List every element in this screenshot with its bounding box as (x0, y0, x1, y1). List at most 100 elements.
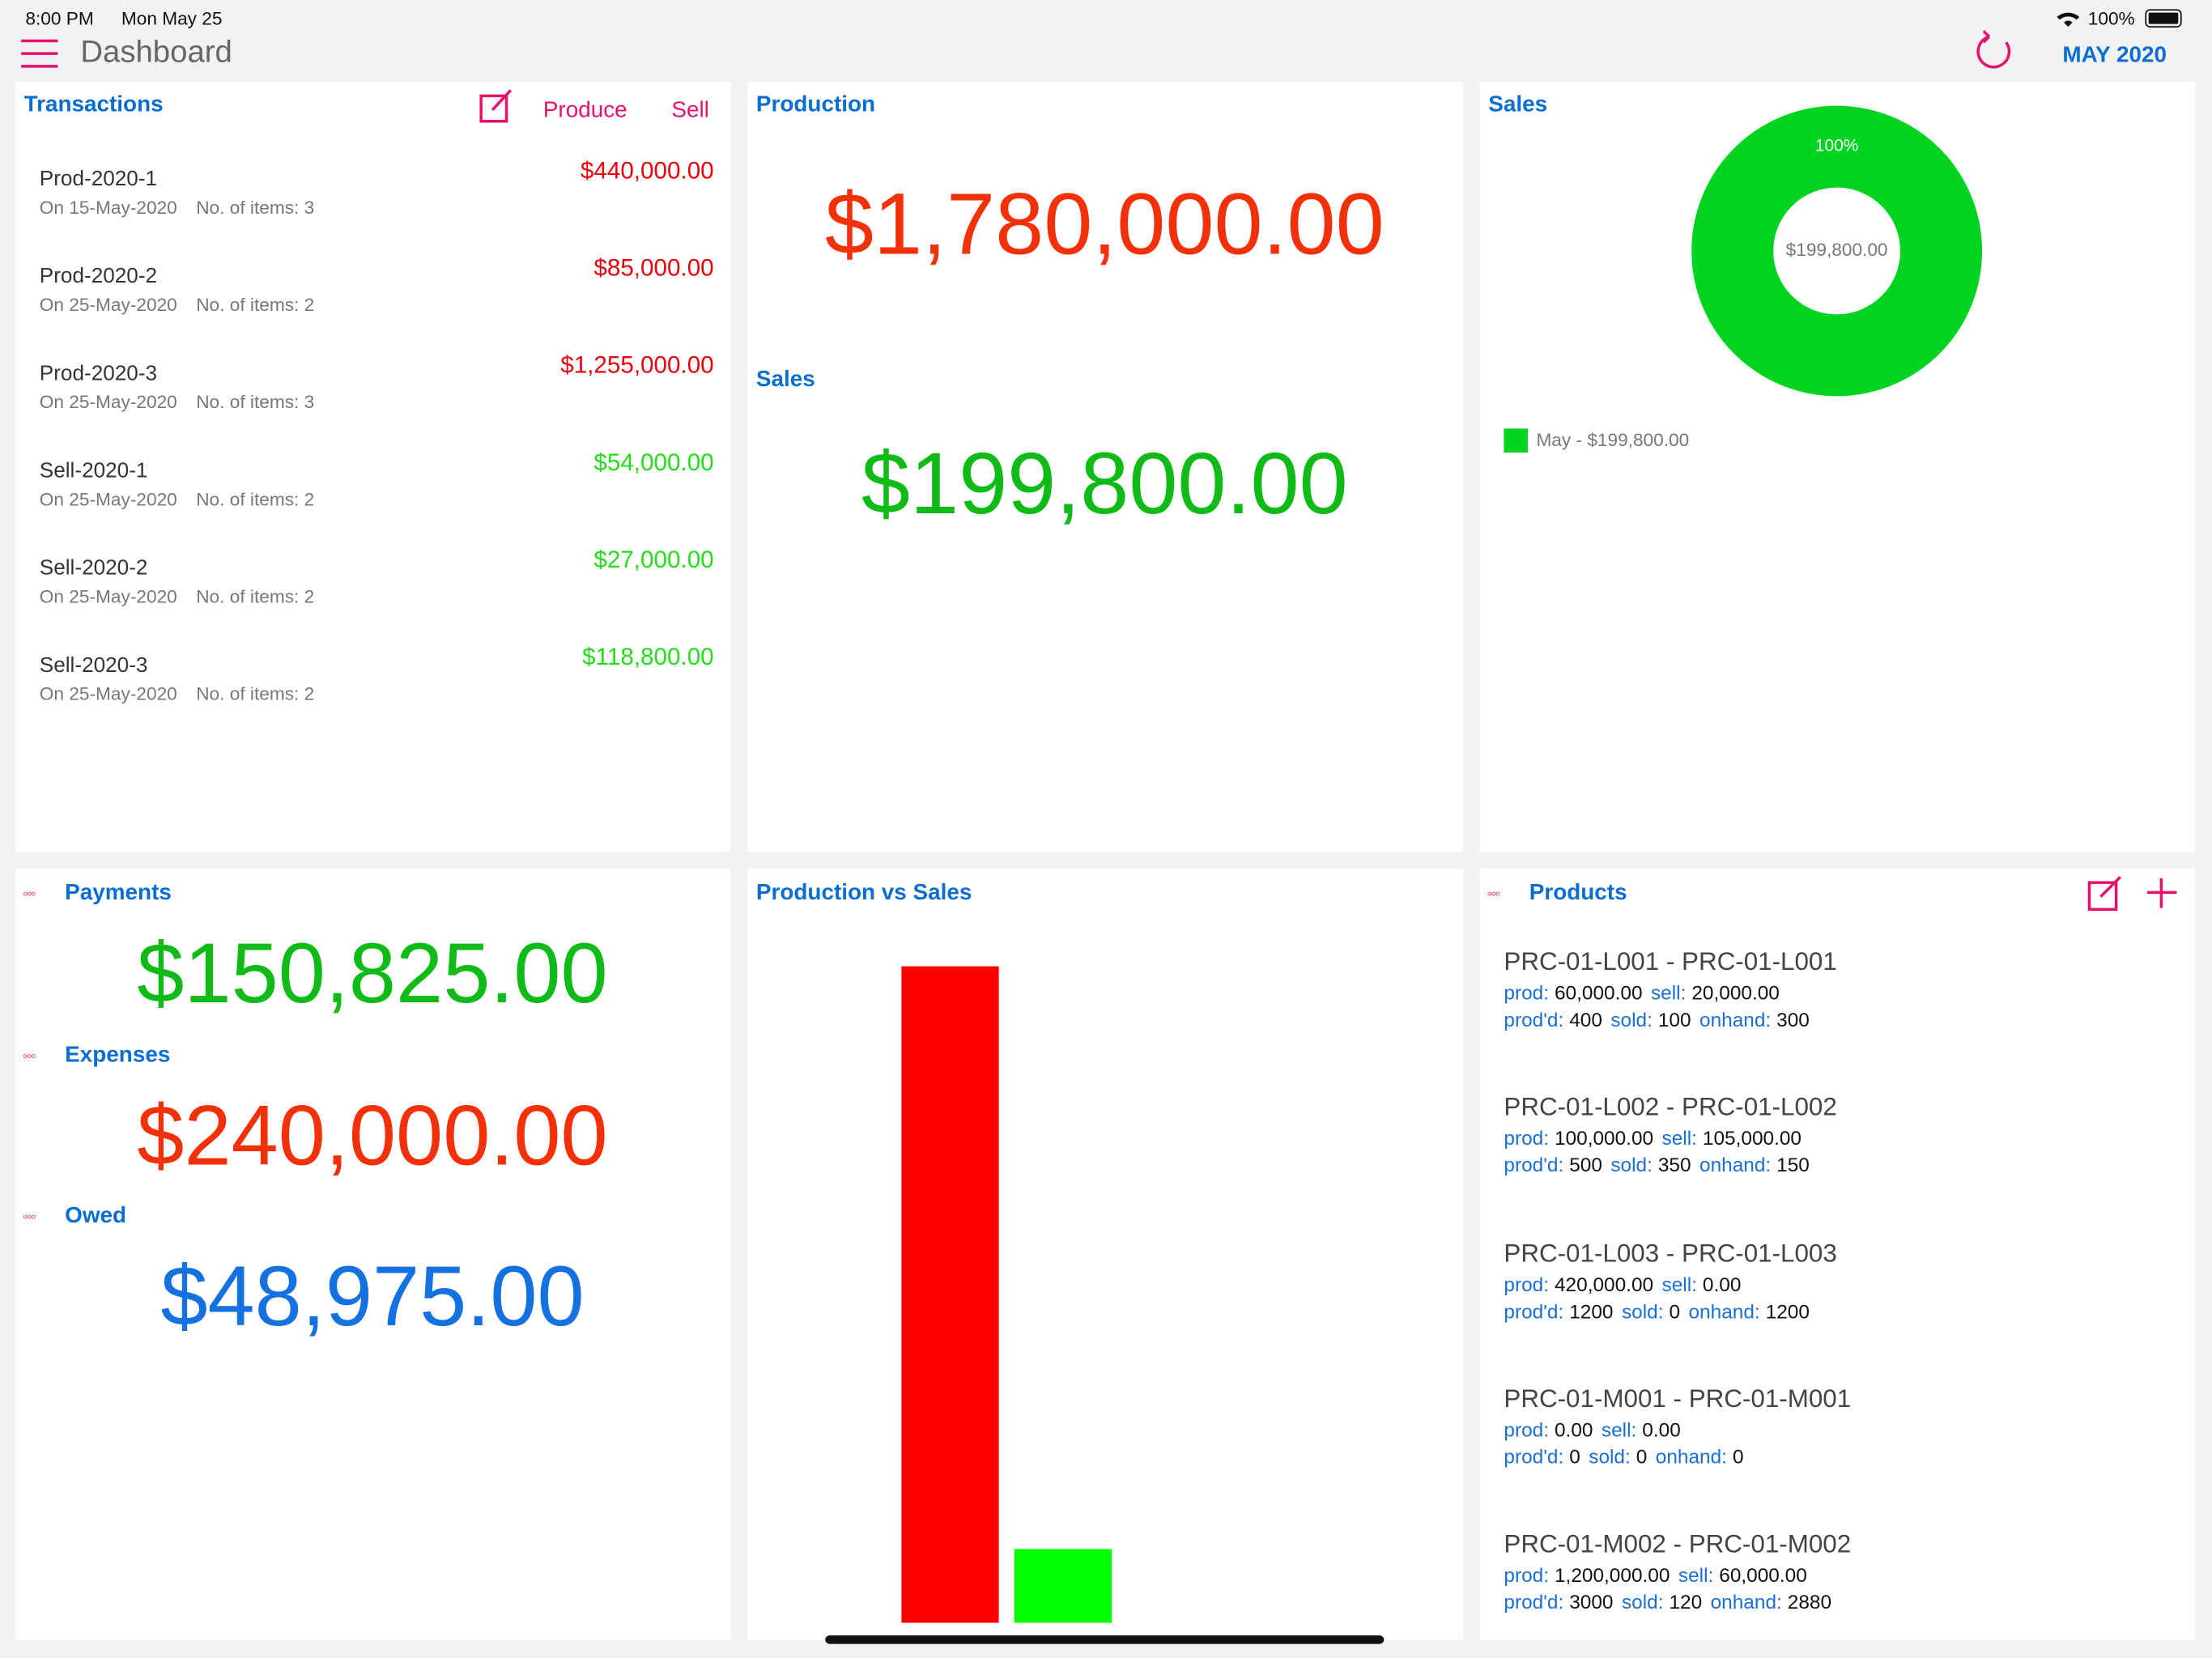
field-value: 300 (1776, 1008, 1810, 1031)
add-button[interactable] (2146, 878, 2177, 908)
battery-percent: 100% (2087, 7, 2135, 29)
period-button[interactable]: MAY 2020 (2062, 43, 2167, 68)
transaction-count: No. of items: 2 (196, 682, 315, 704)
menu-button[interactable] (21, 39, 58, 68)
refresh-button[interactable] (1976, 30, 2011, 69)
transaction-date: On 15-May-2020 (39, 196, 177, 219)
panel-title: Products (1529, 881, 1627, 906)
transaction-amount: $118,800.00 (582, 643, 714, 671)
field-label: prod'd: (1504, 1299, 1564, 1322)
field-label: prod: (1504, 981, 1550, 1004)
field-value: 0.00 (1702, 1272, 1742, 1295)
field-value: 1,200,000.00 (1554, 1563, 1670, 1587)
field-label: prod: (1504, 1563, 1550, 1587)
amount: $48,975.00 (160, 1248, 585, 1344)
products-panel (1479, 868, 2196, 1640)
totals-panel (747, 82, 1463, 852)
field-value: 2880 (1787, 1590, 1832, 1613)
section-title: Payments (65, 881, 172, 906)
field-value: 400 (1569, 1008, 1602, 1031)
transaction-name: Prod-2020-3 (39, 361, 158, 386)
more-button[interactable]: ◦◦◦ (22, 886, 36, 903)
field-label: prod: (1504, 1272, 1550, 1295)
transaction-date: On 25-May-2020 (39, 585, 177, 607)
field-label: onhand: (1699, 1008, 1772, 1031)
field-label: sell: (1661, 1272, 1697, 1295)
field-value: 0.00 (1642, 1418, 1681, 1441)
field-label: prod: (1504, 1126, 1550, 1150)
produce-button[interactable]: Produce (542, 98, 627, 123)
field-label: onhand: (1655, 1444, 1727, 1468)
payments-panel (15, 868, 731, 1640)
more-button[interactable]: ◦◦◦ (22, 1047, 36, 1065)
sales-total: $199,800.00 (861, 436, 1348, 534)
transaction-count: No. of items: 2 (196, 585, 315, 607)
product-line: prod'd: 1200 sold: 0 onhand: 1200 (1504, 1301, 1810, 1320)
product-line: prod'd: 3000 sold: 120 onhand: 2880 (1504, 1592, 1831, 1611)
product-line: prod: 100,000.00 sell: 105,000.00 (1504, 1129, 1802, 1148)
amount: $240,000.00 (137, 1087, 608, 1183)
product-line: prod: 60,000.00 sell: 20,000.00 (1504, 983, 1780, 1002)
section-title: Owed (65, 1204, 127, 1228)
product-name[interactable]: PRC-01-L003 - PRC-01-L003 (1504, 1239, 1837, 1267)
more-button[interactable]: ◦◦◦ (22, 1209, 36, 1226)
bar-chart-panel (747, 868, 1463, 1640)
panel-title: Sales (755, 368, 815, 393)
product-name[interactable]: PRC-01-L001 - PRC-01-L001 (1504, 947, 1837, 976)
field-label: sold: (1610, 1154, 1653, 1176)
field-label: onhand: (1699, 1154, 1772, 1176)
product-name[interactable]: PRC-01-M001 - PRC-01-M001 (1504, 1384, 1852, 1413)
more-button[interactable]: ◦◦◦ (1487, 886, 1500, 903)
field-value: 0 (1669, 1299, 1681, 1322)
field-value: 1200 (1569, 1299, 1614, 1322)
amount: $150,825.00 (137, 926, 608, 1021)
transaction-date: On 25-May-2020 (39, 294, 177, 316)
status-date: Mon May 25 (121, 7, 223, 29)
edit-button[interactable] (479, 89, 513, 123)
transactions-panel (15, 82, 731, 852)
field-label: onhand: (1688, 1299, 1760, 1322)
bar (901, 966, 999, 1623)
field-value: 0 (1569, 1444, 1580, 1468)
pie-slice (1691, 105, 1983, 397)
field-value: 0 (1732, 1444, 1744, 1468)
field-label: sold: (1621, 1299, 1664, 1322)
transaction-count: No. of items: 2 (196, 488, 315, 510)
field-label: prod: (1504, 1418, 1550, 1441)
transaction-name: Sell-2020-1 (39, 458, 148, 483)
product-line: prod'd: 0 sold: 0 onhand: 0 (1504, 1447, 1743, 1466)
transaction-count: No. of items: 3 (196, 391, 315, 413)
home-indicator (825, 1635, 1385, 1644)
sell-button[interactable]: Sell (671, 98, 709, 123)
field-label: sell: (1678, 1563, 1714, 1587)
field-value: 0 (1636, 1444, 1648, 1468)
transaction-date: On 25-May-2020 (39, 391, 177, 413)
section-title: Expenses (65, 1042, 171, 1067)
transaction-amount: $85,000.00 (593, 254, 714, 282)
transaction-date: On 25-May-2020 (39, 488, 177, 510)
product-line: prod: 420,000.00 sell: 0.00 (1504, 1274, 1741, 1294)
panel-title: Transactions (23, 92, 164, 117)
transaction-count: No. of items: 3 (196, 196, 315, 219)
panel-title: Production (755, 92, 876, 117)
field-label: prod'd: (1504, 1590, 1564, 1613)
product-line: prod: 1,200,000.00 sell: 60,000.00 (1504, 1565, 1806, 1584)
field-value: 500 (1569, 1154, 1602, 1176)
product-name[interactable]: PRC-01-L002 - PRC-01-L002 (1504, 1093, 1837, 1122)
transaction-name: Sell-2020-3 (39, 653, 148, 678)
transaction-count: No. of items: 2 (196, 294, 315, 316)
field-value: 1200 (1765, 1299, 1810, 1322)
field-value: 100,000.00 (1554, 1126, 1654, 1150)
field-value: 60,000.00 (1554, 981, 1643, 1004)
field-label: sold: (1589, 1444, 1631, 1468)
transaction-name: Prod-2020-1 (39, 167, 158, 191)
legend-swatch (1504, 428, 1529, 453)
transaction-amount: $54,000.00 (593, 449, 714, 476)
field-value: 105,000.00 (1702, 1126, 1802, 1150)
field-label: sell: (1601, 1418, 1637, 1441)
field-value: 20,000.00 (1691, 981, 1780, 1004)
field-value: 120 (1669, 1590, 1703, 1613)
edit-button[interactable] (2087, 875, 2122, 912)
product-name[interactable]: PRC-01-M002 - PRC-01-M002 (1504, 1529, 1852, 1558)
